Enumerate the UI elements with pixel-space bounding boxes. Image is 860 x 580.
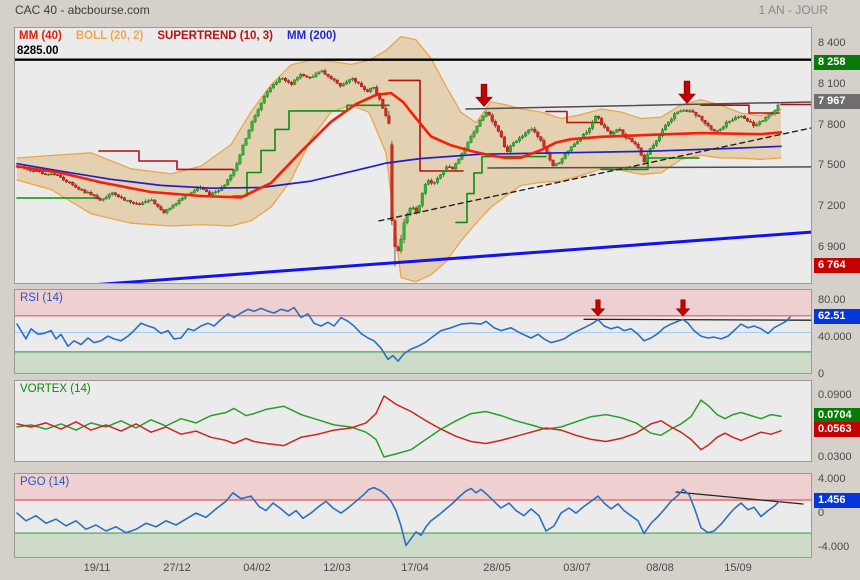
legend-item[interactable]: SUPERTREND (10, 3) [157,30,274,42]
axis-tick: 0 [818,507,825,519]
vortex-panel[interactable]: VORTEX (14) [14,380,812,462]
axis-tick: 6 900 [818,241,846,253]
chart-title: CAC 40 - abcbourse.com [15,3,150,17]
vortex-label[interactable]: VORTEX (14) [20,383,91,395]
date-tick: 12/03 [323,562,351,574]
date-tick: 19/11 [83,562,111,574]
legend-item[interactable]: MM (40) [19,30,62,42]
value-badge[interactable]: 6 764 [814,257,860,273]
value-badge[interactable]: 62.51 [814,308,860,324]
value-badge[interactable]: 1.456 [814,493,860,509]
candlestick-chart [15,35,811,283]
main-price-panel[interactable]: MM (40) BOLL (20, 2) SUPERTREND (10, 3) MM … [14,27,812,284]
pgo-panel[interactable]: PGO (14) [14,473,812,558]
vortex-chart [16,395,782,458]
axis-tick: 8 100 [818,77,846,90]
value-badge[interactable]: 8 258 [814,54,860,70]
pgo-label[interactable]: PGO (14) [20,476,70,488]
axis-tick: 7 200 [818,200,846,213]
date-tick: 04/02 [243,562,271,574]
axis-tick: 0 [818,368,825,380]
value-badge[interactable]: 0.0704 [814,407,860,423]
date-tick: 28/05 [483,562,511,574]
axis-tick: 80.00 [818,294,846,306]
rsi-chart [15,290,811,373]
date-tick: 27/12 [163,562,191,574]
axis-tick: 8 400 [818,37,846,49]
axis-tick: 4.000 [818,473,846,485]
axis-tick: 7 800 [818,118,846,131]
axis-tick: 0.0300 [818,450,852,463]
indicator-legend: MM (40) BOLL (20, 2) SUPERTREND (10, 3) MM … [19,30,350,42]
date-tick: 08/08 [646,562,674,574]
rsi-label[interactable]: RSI (14) [20,292,63,304]
timeframe-label[interactable]: 1 AN - JOUR [758,3,828,17]
date-tick: 15/09 [724,562,752,574]
rsi-panel[interactable]: RSI (14) [14,289,812,374]
axis-tick: 7 500 [818,159,846,172]
date-tick: 17/04 [401,562,429,574]
axis-tick: 0.0900 [818,389,852,401]
date-tick: 03/07 [563,562,591,574]
pgo-chart [15,474,811,557]
legend-item[interactable]: BOLL (20, 2) [75,30,144,42]
axis-tick: -4.000 [818,541,850,553]
alert-level-label[interactable]: 8285.00 [17,44,59,57]
legend-item[interactable]: MM (200) [287,30,337,42]
value-badge[interactable]: 0.0563 [814,422,860,438]
value-badge[interactable]: 7 967 [814,94,860,110]
axis-tick: 40.000 [818,331,852,343]
